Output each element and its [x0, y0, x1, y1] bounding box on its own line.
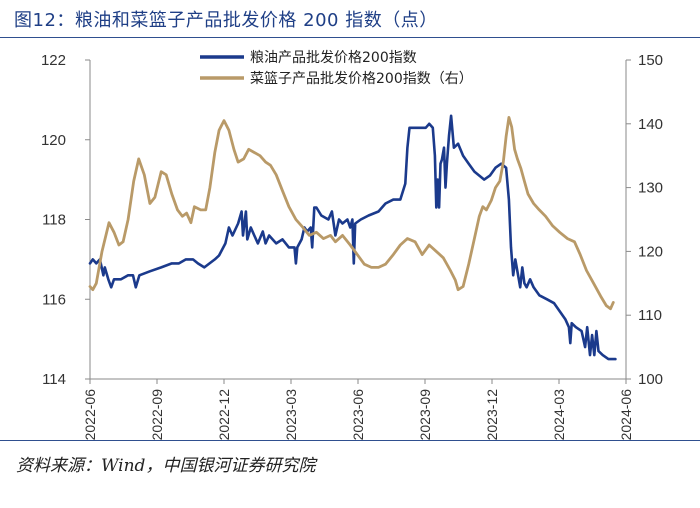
x-tick-label: 2022-09	[149, 389, 165, 440]
x-tick-label: 2022-06	[82, 389, 98, 440]
title-bar: 图12：粮油和菜篮子产品批发价格 200 指数（点）	[0, 0, 700, 38]
x-tick-label: 2023-09	[417, 389, 433, 440]
right-y-axis-ticks: 100 110 120 130 140 150	[626, 52, 663, 388]
source-note: 资料来源：Wind，中国银河证券研究院	[16, 456, 316, 476]
x-tick-label: 2024-06	[618, 389, 634, 440]
series-line-vegetable-basket	[88, 116, 615, 311]
left-y-tick-label: 120	[41, 132, 66, 149]
legend-label: 菜篮子产品批发价格200指数（右）	[250, 71, 473, 87]
source-bar: 资料来源：Wind，中国银河证券研究院	[0, 440, 700, 508]
figure-title: 图12：粮油和菜篮子产品批发价格 200 指数（点）	[14, 10, 438, 31]
series-line-grain-oil	[88, 114, 617, 361]
plot-frame	[89, 60, 627, 380]
line-chart: 114 116 118 120 122 100 110 120 130 140 150 2022-…	[41, 50, 663, 440]
right-y-tick-label: 120	[638, 243, 663, 260]
right-y-tick-label: 140	[638, 116, 663, 133]
left-y-tick-label: 116	[42, 291, 66, 308]
x-tick-label: 2024-03	[551, 389, 567, 440]
x-tick-label: 2022-12	[216, 389, 232, 440]
right-y-tick-label: 100	[638, 371, 663, 388]
x-axis-ticks: 2022-06 2022-09 2022-12 2023-03 2023-06 2023-…	[82, 379, 634, 440]
right-y-tick-label: 110	[638, 307, 662, 324]
legend-label: 粮油产品批发价格200指数	[250, 50, 417, 66]
right-y-tick-label: 150	[638, 52, 663, 69]
series-lines	[88, 114, 617, 361]
left-y-tick-label: 118	[42, 212, 66, 229]
left-y-axis-ticks: 114 116 118 120 122	[41, 52, 90, 388]
x-tick-label: 2023-03	[283, 389, 299, 440]
x-tick-label: 2023-06	[350, 389, 366, 440]
right-y-tick-label: 130	[638, 180, 663, 197]
x-tick-label: 2023-12	[484, 389, 500, 440]
left-y-tick-label: 122	[41, 52, 66, 69]
left-y-tick-label: 114	[42, 371, 66, 388]
